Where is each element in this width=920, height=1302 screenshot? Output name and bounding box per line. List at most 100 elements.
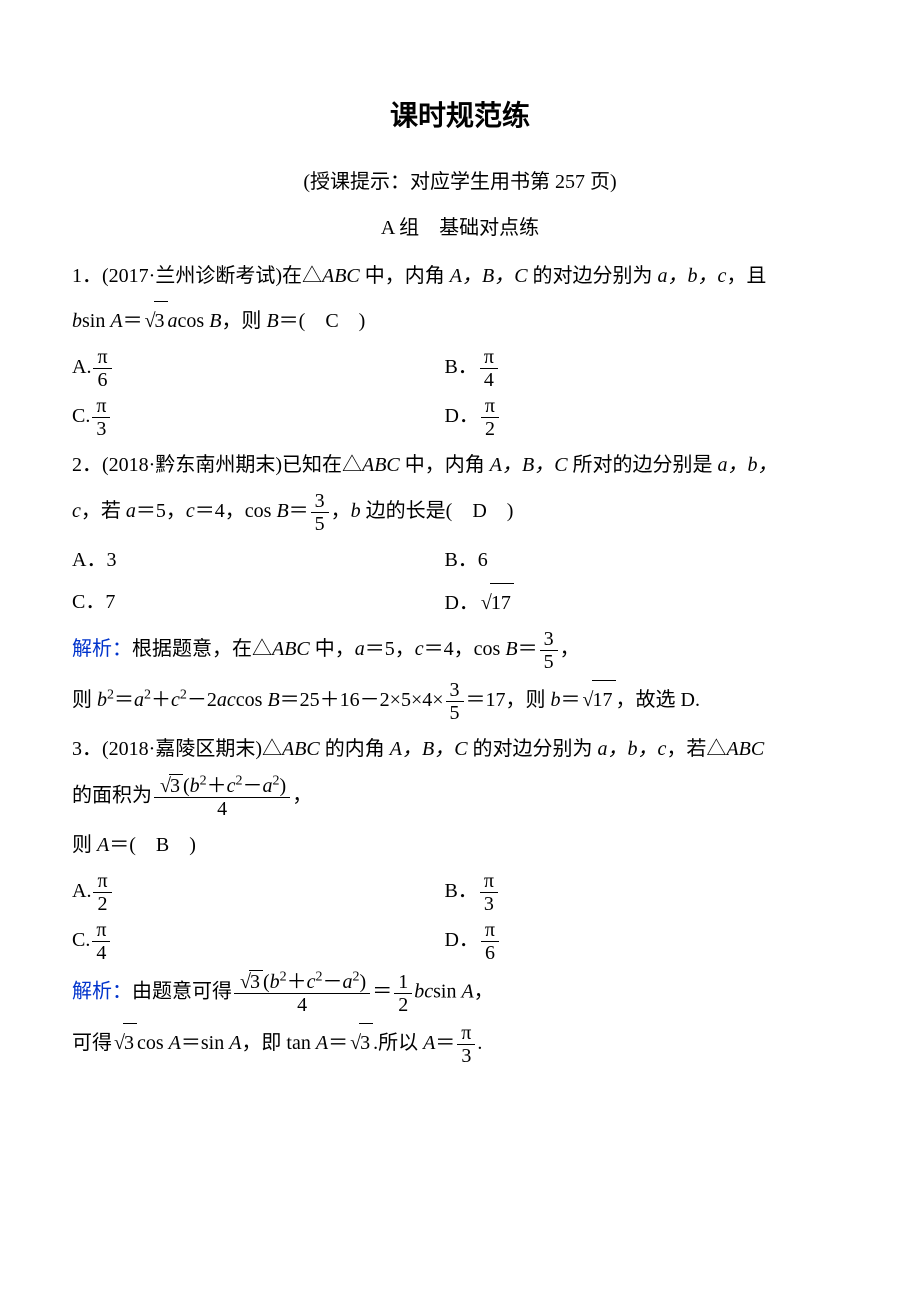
fraction: π6: [481, 919, 499, 964]
q2-optD-label: D．: [444, 592, 478, 614]
q3-s1Av: A: [461, 981, 473, 1003]
q3-optD: D．π6: [444, 919, 816, 964]
q2-s1b: 中，: [310, 638, 355, 660]
q3-optA: A.π2: [72, 870, 444, 915]
q3-s2g: ＝: [435, 1032, 455, 1054]
q3-s1f: ，: [474, 981, 494, 1003]
q3-l3A: A: [97, 834, 109, 856]
q1-angles: A，B，C: [450, 265, 528, 287]
sup: 2: [107, 688, 114, 703]
q2-s1c: ＝5，: [365, 638, 415, 660]
q3-s2s: 3: [123, 1023, 137, 1062]
q3-tri2: ABC: [726, 738, 764, 760]
q2-prefix: 2．(2018·黔东南州期末)已知在△: [72, 454, 362, 476]
q3-ap: ＋: [207, 775, 227, 797]
sup: 2: [180, 688, 187, 703]
q2-B: B: [276, 500, 288, 522]
sup: 2: [144, 688, 151, 703]
q2-s2i: ＝: [561, 689, 581, 711]
q2-s2e: －2: [187, 689, 217, 711]
q2-s2b: b: [97, 689, 107, 711]
q1-optA: A.π6: [72, 346, 444, 391]
q2-s2h: ＝17，则: [466, 689, 551, 711]
q3-optA-den: 2: [93, 893, 111, 915]
q3-optC-num: π: [92, 919, 110, 942]
q2-eq2: ＝4，cos: [195, 500, 277, 522]
q2-line2: c，若 a＝5，c＝4，cos B＝35，b 边的长是( D ): [72, 490, 848, 535]
fraction: π6: [93, 346, 111, 391]
q1-tail: ，则: [221, 310, 266, 332]
q3-area-num: √3(b2＋c2－a2): [154, 774, 290, 798]
fraction: π4: [92, 919, 110, 964]
q3-pc: ): [280, 775, 287, 797]
q1-optB-den: 4: [480, 369, 498, 391]
q1-sqrt3: 3: [154, 301, 168, 340]
sqrt-icon: √3: [238, 970, 263, 993]
q2-s2bv2: b: [551, 689, 561, 711]
q2-s2n: 3: [446, 679, 464, 702]
q3-optC: C.π4: [72, 919, 444, 964]
page-subtitle: (授课提示：对应学生用书第 257 页): [72, 163, 848, 201]
q3-optB-den: 3: [480, 893, 498, 915]
fraction: π2: [481, 395, 499, 440]
q2-s1av: a: [355, 638, 365, 660]
q2-s2f: cos: [236, 689, 268, 711]
section-label: A 组 基础对点练: [72, 209, 848, 247]
q2-optD: D．√17: [444, 583, 816, 622]
q3-s2Av2: A: [229, 1032, 241, 1054]
q2-sol2: 则 b2＝a2＋c2－2accos B＝25＋16－2×5×4×35＝17，则 …: [72, 679, 848, 724]
q1-optC-num: π: [92, 395, 110, 418]
q1-line1: 1．(2017·兰州诊断考试)在△ABC 中，内角 A，B，C 的对边分别为 a…: [72, 257, 848, 295]
q3-s1e: sin: [433, 981, 461, 1003]
q3-aa: a: [263, 775, 273, 797]
q1-eq2: ＝( C ): [279, 310, 366, 332]
q3-s2n: π: [457, 1022, 475, 1045]
sqrt-icon: √17: [581, 680, 616, 719]
q2-eq1: ＝5，: [136, 500, 186, 522]
q3-optD-label: D．: [444, 929, 478, 951]
sup: 2: [316, 970, 323, 985]
sup: 2: [236, 774, 243, 789]
solution-label: 解析：: [72, 981, 132, 1003]
sup: 2: [273, 774, 280, 789]
sup: 2: [200, 774, 207, 789]
q1-optA-den: 6: [93, 369, 111, 391]
q2-s1n: 3: [540, 628, 558, 651]
fraction: 35: [540, 628, 558, 673]
q2-s2dn: 5: [446, 702, 464, 724]
q3-optB: B．π3: [444, 870, 816, 915]
q3-s1s: 3: [249, 970, 263, 993]
q3-s2h: .: [477, 1032, 482, 1054]
q1-optA-label: A.: [72, 356, 91, 378]
q2-a: a: [126, 500, 136, 522]
q3-ac: c: [227, 775, 236, 797]
q1-optB-label: B．: [444, 356, 477, 378]
q1-m3: ，且: [726, 265, 766, 287]
q3-m2: 的对边分别为: [468, 738, 598, 760]
fraction: 12: [394, 971, 412, 1016]
q2-s1Bv: B: [505, 638, 517, 660]
q1-opts-row1: A.π6 B．π4: [72, 346, 848, 391]
sqrt-icon: √17: [479, 583, 514, 622]
q2-s1tri: △: [252, 638, 272, 660]
q2-angles: A，B，C: [490, 454, 568, 476]
q2-s2ac: ac: [217, 689, 236, 711]
q3-m1: 的内角: [320, 738, 390, 760]
q2-s1e: ＝: [518, 638, 538, 660]
q2-opts-row1: A．3 B．6: [72, 541, 848, 579]
q2-s2g: ＝25＋16－2×5×4×: [280, 689, 444, 711]
q1-eq: ＝: [123, 310, 143, 332]
q3-l2a: 的面积为: [72, 785, 152, 807]
q2-s2Bv: B: [267, 689, 279, 711]
q2-s1d: ＝4，cos: [424, 638, 506, 660]
q1-cos: cos: [178, 310, 210, 332]
q2-mid: ，若: [81, 500, 126, 522]
q1-m1: 中，内角: [360, 265, 450, 287]
sqrt-icon: √3: [112, 1023, 137, 1062]
q3-s2Av4: A: [423, 1032, 435, 1054]
q3-s1b: b: [270, 971, 280, 993]
q2-optA: A．3: [72, 541, 444, 579]
q3-s1-num: √3(b2＋c2－a2): [234, 970, 370, 994]
q2-optB: B．6: [444, 541, 816, 579]
q3-s2s2: 3: [359, 1023, 373, 1062]
